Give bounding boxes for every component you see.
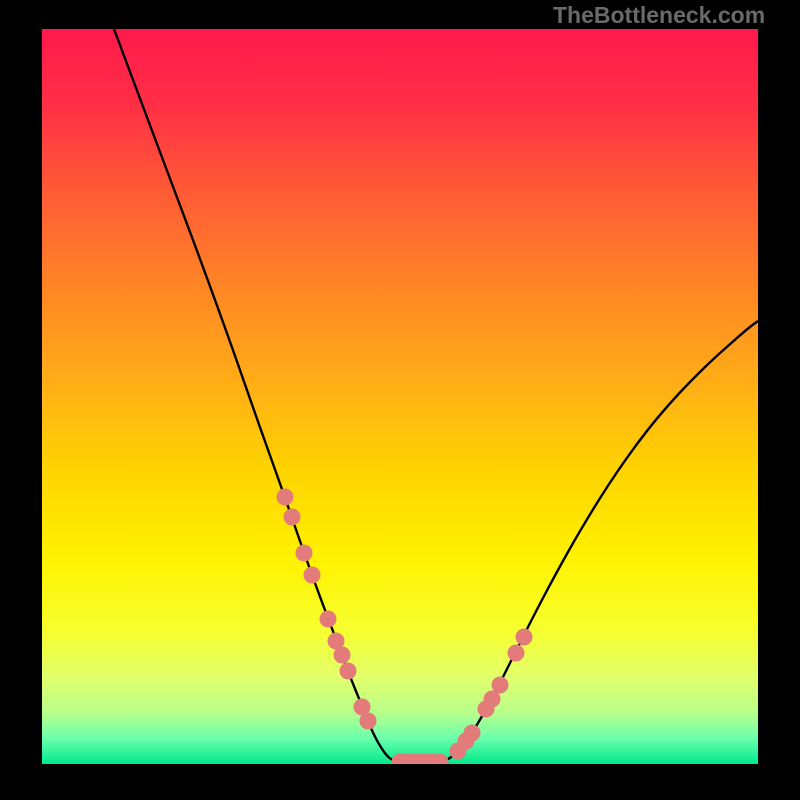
marker-right-7 — [516, 629, 533, 646]
marker-left-9 — [360, 713, 377, 730]
marker-right-2 — [464, 725, 481, 742]
chart-canvas: TheBottleneck.com — [0, 0, 800, 800]
marker-right-6 — [508, 645, 525, 662]
marker-left-7 — [340, 663, 357, 680]
marker-left-2 — [296, 545, 313, 562]
marker-left-1 — [284, 509, 301, 526]
watermark-text: TheBottleneck.com — [553, 2, 765, 29]
marker-left-3 — [304, 567, 321, 584]
marker-left-6 — [334, 647, 351, 664]
plot-area — [42, 29, 758, 764]
marker-left-4 — [320, 611, 337, 628]
marker-left-0 — [277, 489, 294, 506]
marker-right-5 — [492, 677, 509, 694]
